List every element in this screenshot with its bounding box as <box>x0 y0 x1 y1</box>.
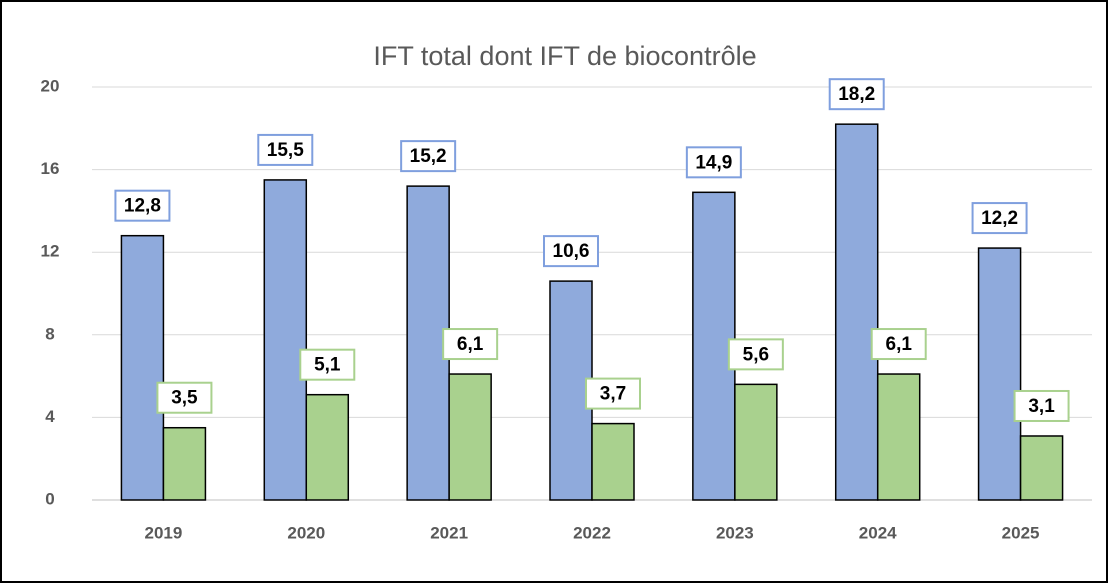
x-tick-label: 2023 <box>716 523 754 542</box>
chart-title: IFT total dont IFT de biocontrôle <box>373 41 756 71</box>
data-label-box <box>1013 389 1070 422</box>
x-tick-label: 2022 <box>573 523 611 542</box>
data-label: 3,5 <box>171 388 198 409</box>
data-label-box <box>442 328 499 361</box>
x-tick-label: 2025 <box>1002 523 1040 542</box>
data-label: 6,1 <box>886 334 913 355</box>
data-label-box <box>585 377 641 410</box>
data-label-box <box>156 381 213 414</box>
bar <box>876 373 921 501</box>
data-label-box <box>685 146 742 179</box>
data-label: 14,9 <box>695 152 732 173</box>
bar <box>162 426 207 501</box>
bar <box>1019 435 1064 501</box>
data-label-box <box>870 328 927 361</box>
data-label: 5,6 <box>743 344 769 365</box>
data-label-box <box>727 338 784 371</box>
bar <box>263 179 308 501</box>
data-label: 5,1 <box>314 355 341 376</box>
data-label-box <box>828 78 885 111</box>
bar <box>120 234 165 501</box>
bar <box>448 373 492 501</box>
data-label-box <box>257 133 314 166</box>
data-label: 12,8 <box>124 196 161 217</box>
y-tick-label: 16 <box>41 159 60 178</box>
y-tick-label: 0 <box>45 489 54 508</box>
data-label-box <box>971 202 1028 235</box>
bar <box>734 383 778 501</box>
data-label: 6,1 <box>457 334 484 355</box>
data-label: 10,6 <box>553 241 590 262</box>
data-label: 12,2 <box>981 208 1018 229</box>
y-tick-label: 8 <box>45 324 54 343</box>
x-tick-label: 2019 <box>145 523 183 542</box>
bar <box>977 247 1022 501</box>
bar <box>834 123 879 501</box>
y-tick-label: 12 <box>41 242 60 261</box>
data-label: 15,2 <box>410 146 447 167</box>
data-label-box <box>400 140 457 173</box>
data-label: 3,7 <box>600 384 626 405</box>
x-tick-label: 2020 <box>287 523 325 542</box>
x-tick-label: 2021 <box>430 523 468 542</box>
x-tick-label: 2024 <box>859 523 897 542</box>
bar <box>305 393 350 501</box>
bar <box>591 422 635 501</box>
data-label-box <box>543 235 599 268</box>
bar <box>549 280 593 501</box>
data-label: 18,2 <box>838 84 875 105</box>
data-label: 3,1 <box>1028 396 1055 417</box>
y-tick-label: 20 <box>41 76 60 95</box>
data-label: 15,5 <box>267 140 304 161</box>
y-tick-label: 4 <box>45 407 55 426</box>
data-label-box <box>114 189 171 222</box>
data-label-box <box>299 348 356 381</box>
